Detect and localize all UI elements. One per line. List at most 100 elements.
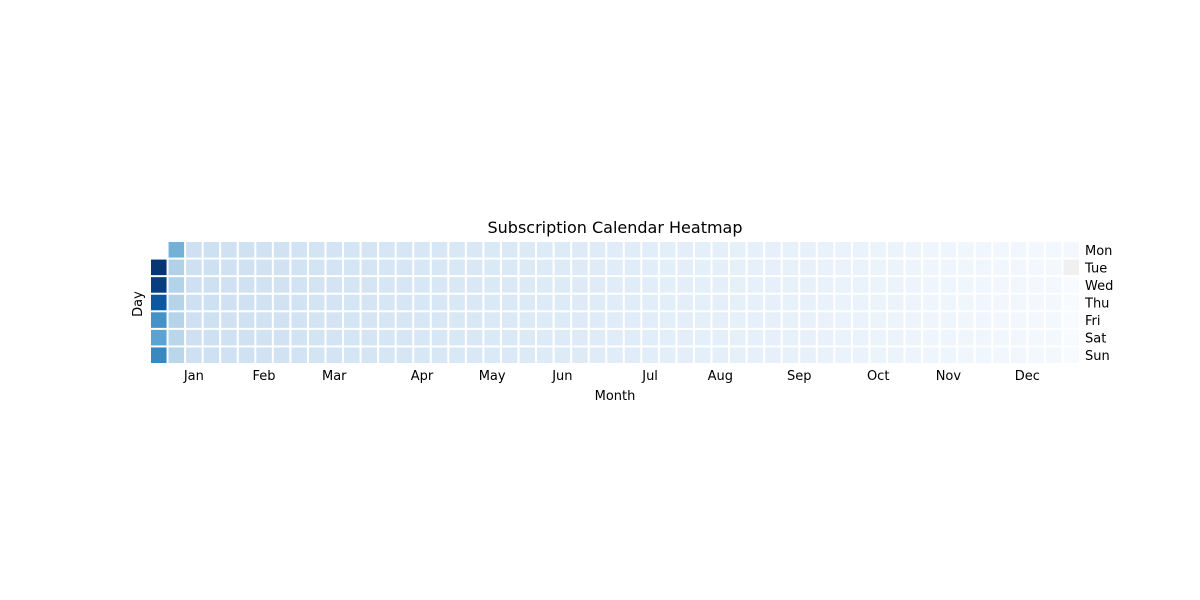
heatmap-cell bbox=[923, 294, 939, 311]
heatmap-cell bbox=[151, 259, 167, 276]
heatmap-cell bbox=[537, 312, 553, 328]
heatmap-cell bbox=[958, 312, 974, 328]
heatmap-cell bbox=[501, 259, 518, 276]
heatmap-cell bbox=[344, 329, 360, 346]
heatmap-cell bbox=[186, 312, 202, 328]
heatmap-cell bbox=[203, 312, 220, 328]
heatmap-cell bbox=[501, 294, 518, 311]
heatmap-cell bbox=[554, 312, 571, 328]
heatmap-cell bbox=[484, 259, 500, 276]
heatmap-cell bbox=[712, 312, 729, 328]
heatmap-cell bbox=[326, 294, 343, 311]
heatmap-cell bbox=[835, 259, 851, 276]
heatmap-cell bbox=[940, 329, 957, 346]
heatmap-cell bbox=[659, 242, 676, 258]
heatmap-cell bbox=[186, 242, 202, 258]
heatmap-cell bbox=[712, 347, 729, 363]
day-tick-labels: Mon Tue Wed Thu Fri Sat Sun bbox=[1084, 244, 1113, 364]
heatmap-cell bbox=[712, 277, 729, 293]
heatmap-cell bbox=[677, 242, 693, 258]
heatmap-cell bbox=[835, 242, 851, 258]
heatmap-cell bbox=[1010, 259, 1027, 276]
month-tick-label: Sep bbox=[787, 369, 812, 384]
heatmap-cell bbox=[221, 242, 237, 258]
heatmap-cell bbox=[326, 277, 343, 293]
heatmap-cell bbox=[431, 294, 448, 311]
heatmap-cell bbox=[256, 347, 272, 363]
heatmap-cell bbox=[168, 259, 185, 276]
heatmap-cell bbox=[677, 294, 693, 311]
heatmap-cell bbox=[291, 347, 307, 363]
heatmap-cell bbox=[396, 312, 413, 328]
heatmap-cell bbox=[923, 329, 939, 346]
heatmap-cell bbox=[466, 277, 483, 293]
heatmap-cell bbox=[361, 259, 378, 276]
heatmap-cell bbox=[414, 294, 430, 311]
heatmap-cell bbox=[572, 329, 588, 346]
heatmap-cell bbox=[940, 242, 957, 258]
heatmap-cell bbox=[835, 277, 851, 293]
heatmap-cell bbox=[554, 294, 571, 311]
heatmap-cell bbox=[256, 242, 272, 258]
heatmap-cell bbox=[905, 294, 922, 311]
heatmap-cell bbox=[519, 294, 536, 311]
day-tick-label: Sun bbox=[1085, 349, 1110, 364]
heatmap-cell bbox=[887, 294, 904, 311]
heatmap-cell bbox=[923, 347, 939, 363]
month-tick-label: Oct bbox=[867, 369, 889, 384]
heatmap-cell bbox=[466, 312, 483, 328]
heatmap-cell bbox=[361, 294, 378, 311]
heatmap-cell bbox=[431, 347, 448, 363]
month-tick-label: May bbox=[479, 369, 506, 384]
heatmap-cell bbox=[238, 277, 255, 293]
heatmap-cell bbox=[203, 347, 220, 363]
heatmap-cell bbox=[607, 294, 623, 311]
heatmap-cell bbox=[852, 329, 869, 346]
heatmap-cell bbox=[1063, 347, 1079, 363]
heatmap-cell bbox=[993, 294, 1009, 311]
heatmap-cell bbox=[291, 242, 307, 258]
heatmap-cell bbox=[519, 347, 536, 363]
heatmap-cell bbox=[677, 329, 693, 346]
day-tick-label: Sat bbox=[1085, 332, 1106, 347]
day-tick-label: Tue bbox=[1084, 261, 1107, 276]
heatmap-cell bbox=[273, 329, 290, 346]
heatmap-cell bbox=[905, 347, 922, 363]
heatmap-cell bbox=[607, 277, 623, 293]
heatmap-cell bbox=[256, 329, 272, 346]
heatmap-cell bbox=[747, 294, 764, 311]
heatmap-cell bbox=[958, 294, 974, 311]
heatmap-cell bbox=[589, 242, 606, 258]
heatmap-cell bbox=[291, 312, 307, 328]
heatmap-cell bbox=[589, 259, 606, 276]
heatmap-cell bbox=[572, 347, 588, 363]
heatmap-cell bbox=[484, 277, 500, 293]
heatmap-cell bbox=[1010, 312, 1027, 328]
heatmap-cell bbox=[589, 312, 606, 328]
heatmap-cell bbox=[747, 277, 764, 293]
heatmap-cell bbox=[624, 242, 641, 258]
heatmap-cell bbox=[151, 347, 167, 363]
heatmap-cell bbox=[800, 312, 816, 328]
heatmap-cell bbox=[1028, 242, 1044, 258]
heatmap-cell bbox=[782, 329, 799, 346]
heatmap-cell bbox=[379, 294, 395, 311]
heatmap-cell bbox=[203, 294, 220, 311]
heatmap-cell bbox=[782, 347, 799, 363]
heatmap-cell bbox=[747, 329, 764, 346]
heatmap-cell bbox=[659, 277, 676, 293]
heatmap-cell bbox=[431, 259, 448, 276]
heatmap-cell bbox=[905, 259, 922, 276]
day-tick-label: Wed bbox=[1085, 279, 1113, 294]
heatmap-cell bbox=[975, 242, 992, 258]
heatmap-cell bbox=[765, 277, 781, 293]
heatmap-cell bbox=[747, 347, 764, 363]
heatmap-cell bbox=[414, 329, 430, 346]
heatmap-cell bbox=[519, 329, 536, 346]
heatmap-cell bbox=[221, 347, 237, 363]
heatmap-cell bbox=[221, 294, 237, 311]
heatmap-cell bbox=[607, 329, 623, 346]
heatmap-cell bbox=[484, 312, 500, 328]
heatmap-cell bbox=[168, 294, 185, 311]
heatmap-cell bbox=[1010, 242, 1027, 258]
